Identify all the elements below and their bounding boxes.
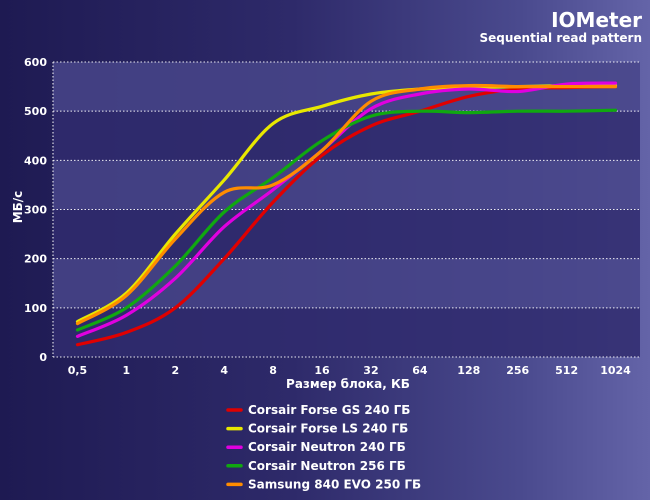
y-axis-ticks: 0 100 200 300 400 500 600	[24, 56, 47, 364]
x-tick-label: 1024	[600, 364, 631, 377]
data-point	[516, 109, 519, 113]
x-tick-label: 0,5	[68, 364, 88, 377]
legend-label: Corsair Forse LS 240 ГБ	[248, 422, 408, 436]
data-point	[467, 84, 470, 87]
y-tick-label: 500	[24, 105, 47, 118]
grid-lines	[52, 61, 640, 358]
legend-label: Corsair Neutron 256 ГБ	[248, 459, 406, 473]
x-tick-label: 32	[363, 364, 378, 377]
data-point	[369, 124, 373, 128]
plot-band	[53, 307, 640, 357]
data-point	[76, 328, 79, 332]
data-point	[320, 154, 324, 157]
data-point	[614, 85, 617, 88]
data-point	[76, 343, 79, 346]
data-point	[516, 85, 519, 88]
plot-band	[53, 111, 640, 161]
data-point	[467, 111, 470, 114]
y-tick-label: 100	[24, 302, 47, 315]
x-tick-label: 128	[457, 364, 480, 377]
x-axis-ticks: 0,5 1 2 4 8 16 32 64 128 256 512 1024	[68, 364, 631, 377]
data-point	[271, 122, 275, 125]
data-point	[418, 87, 422, 91]
data-point	[271, 188, 275, 192]
data-point	[565, 82, 568, 86]
data-point	[223, 178, 226, 182]
data-point	[174, 306, 177, 310]
data-point	[565, 85, 568, 88]
y-axis-label: МБ/с	[11, 191, 25, 224]
data-point	[174, 277, 177, 280]
data-point	[467, 95, 470, 98]
chart-title: IOMeter	[551, 8, 642, 32]
x-tick-label: 8	[269, 364, 277, 377]
legend: Corsair Forse GS 240 ГБ Corsair Forse LS …	[226, 403, 421, 491]
data-point	[125, 294, 128, 297]
data-point	[76, 322, 79, 325]
data-point	[418, 109, 422, 113]
data-point	[125, 306, 128, 310]
series-lines	[75, 81, 618, 347]
plot-band	[53, 160, 640, 210]
plot-band	[53, 258, 640, 308]
data-point	[223, 225, 226, 228]
legend-label: Corsair Forse GS 240 ГБ	[248, 403, 410, 417]
data-point	[369, 107, 373, 110]
data-point	[271, 183, 275, 187]
y-tick-label: 600	[24, 56, 47, 69]
data-point	[320, 139, 324, 142]
data-point	[467, 87, 470, 91]
x-tick-label: 64	[412, 364, 428, 377]
x-tick-label: 1	[123, 364, 131, 377]
legend-label: Corsair Neutron 240 ГБ	[248, 440, 406, 454]
data-point	[223, 191, 226, 194]
data-point	[516, 90, 519, 93]
y-tick-label: 300	[24, 204, 47, 217]
data-point	[320, 149, 324, 152]
x-tick-label: 512	[555, 364, 578, 377]
data-point	[223, 257, 226, 260]
data-point	[418, 92, 422, 96]
data-point	[614, 108, 617, 112]
data-point	[174, 264, 177, 268]
data-point	[174, 232, 177, 236]
data-point	[125, 314, 128, 317]
data-point	[271, 200, 275, 204]
data-point	[369, 114, 373, 118]
data-point	[369, 92, 373, 96]
y-tick-label: 200	[24, 253, 47, 266]
chart-subtitle: Sequential read pattern	[479, 31, 642, 45]
x-axis-label: Размер блока, КБ	[286, 377, 410, 391]
data-point	[125, 331, 128, 334]
y-tick-label: 400	[24, 154, 47, 167]
data-point	[614, 81, 617, 85]
x-tick-label: 256	[506, 364, 529, 377]
x-tick-label: 4	[220, 364, 228, 377]
series-line-3	[75, 81, 618, 338]
x-tick-label: 16	[314, 364, 330, 377]
data-point	[271, 176, 275, 179]
data-point	[516, 87, 519, 91]
data-point	[320, 105, 324, 108]
x-tick-label: 2	[171, 364, 179, 377]
plot-band	[53, 209, 640, 259]
data-point	[174, 237, 177, 241]
data-point	[76, 335, 79, 338]
data-point	[223, 210, 226, 214]
data-point	[369, 100, 373, 103]
data-point	[565, 109, 568, 113]
y-tick-label: 0	[39, 351, 47, 364]
legend-label: Samsung 840 EVO 250 ГБ	[248, 477, 421, 491]
